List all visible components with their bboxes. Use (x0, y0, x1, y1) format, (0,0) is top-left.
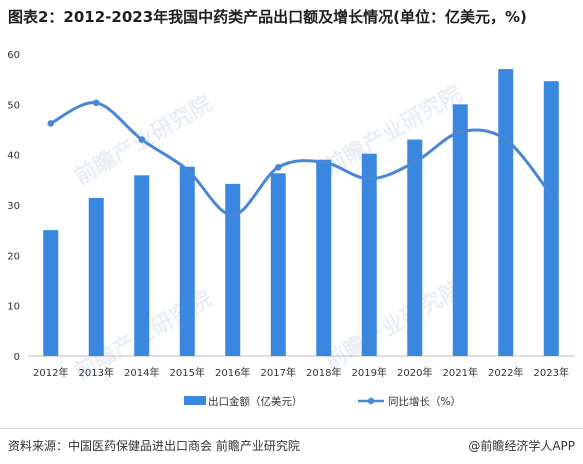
legend-label-export: 出口金额（亿美元） (208, 395, 303, 408)
chart-title: 图表2：2012-2023年我国中药类产品出口额及增长情况(单位：亿美元，%) (8, 8, 527, 26)
y-tick-label: 60 (7, 50, 20, 61)
y-tick-label: 10 (7, 302, 20, 313)
watermark-text: 前瞻产业研究院 (320, 276, 466, 376)
line-point (274, 163, 282, 171)
bar (134, 175, 150, 356)
bar (270, 173, 286, 356)
y-tick-label: 50 (7, 100, 20, 111)
legend: 出口金额（亿美元） 同比增长（%） (184, 395, 461, 408)
line-point (47, 120, 55, 127)
bar (225, 183, 241, 356)
bar (361, 153, 377, 356)
watermark-layer: 前瞻产业研究院前瞻产业研究院前瞻产业研究院前瞻产业研究院 (70, 81, 466, 386)
x-tick-label: 2020年 (397, 366, 432, 379)
y-tick-label: 0 (14, 352, 20, 363)
line-point (138, 136, 146, 143)
chart-area: 前瞻产业研究院前瞻产业研究院前瞻产业研究院前瞻产业研究院 0 10 20 30 40 50… (7, 50, 574, 408)
bar (407, 139, 423, 356)
y-tick-label: 30 (7, 201, 20, 212)
bar (316, 159, 332, 356)
x-tick-label: 2015年 (170, 366, 205, 379)
credit-note: @前瞻经济学人APP (468, 439, 575, 453)
x-axis: 2012年 2013年 2014年 2015年 2016年 2017年 2018年 2019年… (33, 366, 569, 379)
bar (452, 104, 468, 356)
x-tick-label: 2021年 (443, 366, 478, 379)
footer-divider (0, 428, 583, 429)
bar (179, 166, 195, 356)
line-series (47, 99, 553, 217)
x-tick-label: 2014年 (124, 366, 159, 379)
x-tick-label: 2023年 (534, 366, 569, 379)
line-point (92, 99, 100, 107)
x-tick-label: 2022年 (488, 366, 523, 379)
x-tick-label: 2017年 (261, 366, 296, 379)
bar (88, 197, 104, 356)
bar (543, 81, 559, 357)
y-axis: 0 10 20 30 40 50 60 (7, 50, 20, 363)
y-tick-label: 40 (7, 151, 20, 162)
x-tick-label: 2016年 (215, 366, 250, 379)
x-tick-label: 2018年 (306, 366, 341, 379)
y-tick-label: 20 (7, 251, 20, 262)
bar (43, 230, 59, 356)
watermark-text: 前瞻产业研究院 (320, 81, 466, 181)
x-tick-label: 2012年 (33, 366, 68, 379)
bar-series (43, 69, 559, 357)
legend-line-marker (367, 397, 375, 405)
x-tick-label: 2019年 (352, 366, 387, 379)
bar (498, 69, 514, 356)
x-tick-label: 2013年 (79, 366, 114, 379)
source-note: 资料来源：中国医药保健品进出口商会 前瞻产业研究院 (8, 439, 300, 453)
legend-bar-swatch (184, 396, 206, 405)
legend-label-growth: 同比增长（%） (388, 395, 461, 408)
